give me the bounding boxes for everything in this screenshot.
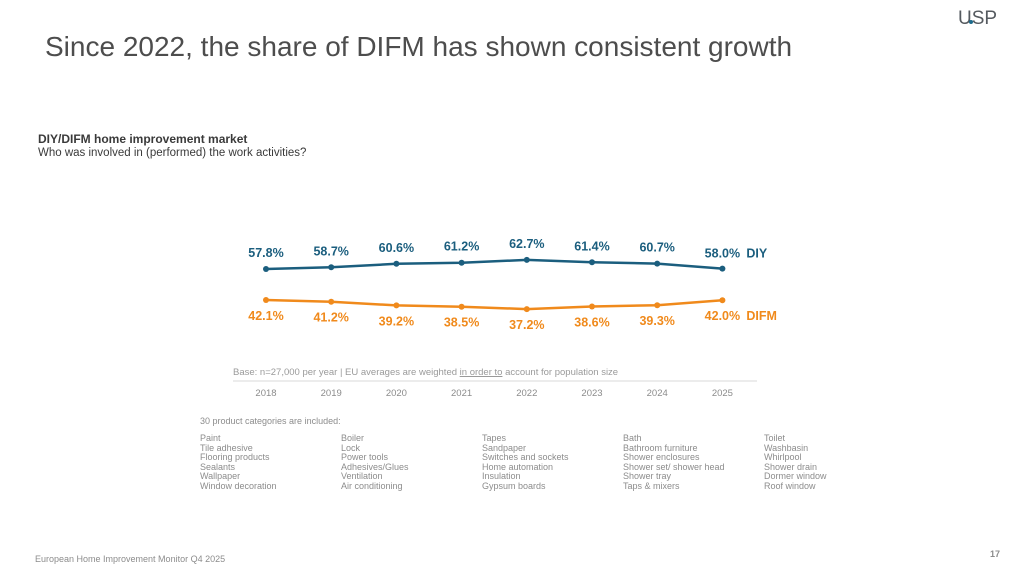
data-point xyxy=(393,260,400,267)
data-point xyxy=(263,266,269,272)
x-tick-label: 2025 xyxy=(712,388,733,399)
legend-label-diy: DIY xyxy=(746,247,768,261)
category-item: Taps & mixers xyxy=(623,480,680,491)
chart-subtitle: Who was involved in (performed) the work… xyxy=(38,147,307,159)
category-item: Washbasin xyxy=(764,442,809,453)
data-label: 57.8% xyxy=(248,246,283,260)
category-item: Flooring products xyxy=(200,452,270,463)
category-item: Air conditioning xyxy=(341,480,403,491)
series-difm: 42.1% 41.2% 39.2% 38.5% 37.2% 38.6% 39.3% 42.0%… xyxy=(248,297,777,332)
logo-dot-icon xyxy=(969,20,973,24)
chart-title: DIY/DIFM home improvement market xyxy=(38,132,248,146)
category-item: Wallpaper xyxy=(200,471,241,482)
data-point xyxy=(458,303,465,310)
category-column: Toilet Washbasin Whirlpool Shower drain Dorm… xyxy=(764,433,827,492)
data-point xyxy=(328,264,335,271)
data-label: 38.5% xyxy=(444,316,479,330)
logo-text: USP xyxy=(958,8,998,29)
category-item: Toilet xyxy=(764,433,786,443)
data-point xyxy=(328,298,335,305)
line-chart: 57.8% 58.7% 60.6% 61.2% 62.7% 61.4% 60.7% 58.0%… xyxy=(233,237,777,399)
base-note: Base: n=27,000 per year | EU averages ar… xyxy=(233,367,618,378)
category-column: Boiler Lock Power tools Adhesives/Glues Vent… xyxy=(341,433,409,492)
data-label: 62.7% xyxy=(509,237,544,251)
data-label: 38.6% xyxy=(574,316,609,330)
data-label: 39.2% xyxy=(379,314,414,328)
data-label: 58.0% xyxy=(705,247,740,261)
data-label: 60.6% xyxy=(379,241,414,255)
category-item: Tapes xyxy=(482,433,507,443)
category-item: Shower enclosures xyxy=(623,452,700,463)
data-point xyxy=(523,256,530,263)
x-tick-label: 2022 xyxy=(516,388,537,399)
data-point xyxy=(263,297,269,303)
x-tick-label: 2018 xyxy=(255,388,276,399)
category-item: Gypsum boards xyxy=(482,480,546,491)
footer-source: European Home Improvement Monitor Q4 202… xyxy=(35,554,226,564)
category-item: Shower drain xyxy=(764,461,818,472)
data-point xyxy=(589,259,595,266)
data-point xyxy=(458,259,465,266)
category-item: Ventilation xyxy=(341,471,383,482)
category-item: Window decoration xyxy=(200,480,277,491)
slide-title: Since 2022, the share of DIFM has shown … xyxy=(45,31,793,62)
x-tick-label: 2024 xyxy=(647,388,668,399)
category-item: Bathroom furniture xyxy=(623,442,698,453)
category-item: Paint xyxy=(200,433,221,443)
data-label: 39.3% xyxy=(639,314,674,328)
series-layer: 57.8% 58.7% 60.6% 61.2% 62.7% 61.4% 60.7% 58.0%… xyxy=(248,237,777,332)
data-label: 42.1% xyxy=(248,309,283,323)
category-item: Adhesives/Glues xyxy=(341,461,409,472)
data-label: 58.7% xyxy=(313,244,348,258)
category-item: Bath xyxy=(623,433,642,443)
series-line-difm xyxy=(265,298,723,311)
page-number: 17 xyxy=(990,549,1001,559)
data-label: 42.0% xyxy=(705,309,740,323)
category-item: Whirlpool xyxy=(764,452,802,463)
data-point xyxy=(654,260,661,267)
series-line-diy xyxy=(265,258,723,271)
category-item: Roof window xyxy=(764,480,816,491)
x-tick-label: 2021 xyxy=(451,388,472,399)
base-note-text-end: account for population size xyxy=(502,367,619,378)
data-label: 37.2% xyxy=(509,318,544,332)
x-tick-label: 2020 xyxy=(386,388,407,399)
x-tick-label: 2019 xyxy=(321,388,342,399)
data-label: 41.2% xyxy=(313,311,348,325)
x-tick-label: 2023 xyxy=(581,388,602,399)
data-point xyxy=(719,297,726,304)
data-point xyxy=(654,302,661,309)
category-column: Bath Bathroom furniture Shower enclosures S… xyxy=(623,433,725,492)
category-item: Sandpaper xyxy=(482,442,527,453)
category-item: Lock xyxy=(341,442,361,453)
base-note-text: Base: n=27,000 per year | EU averages ar… xyxy=(233,367,460,378)
series-diy: 57.8% 58.7% 60.6% 61.2% 62.7% 61.4% 60.7% 58.0%… xyxy=(248,237,768,272)
category-item: Boiler xyxy=(341,433,365,443)
data-point xyxy=(589,303,595,310)
category-item: Dormer window xyxy=(764,471,827,482)
data-point xyxy=(719,265,726,272)
usp-logo: USP xyxy=(958,8,997,30)
categories-label: 30 product categories are included: xyxy=(200,416,341,426)
category-column: Paint Tile adhesive Flooring products Seala… xyxy=(200,433,277,492)
legend-label-difm: DIFM xyxy=(746,309,777,323)
data-label: 61.4% xyxy=(574,239,609,253)
base-note-underlined: in order to xyxy=(459,367,503,378)
category-item: Insulation xyxy=(482,471,521,482)
x-tick-labels: 2018 2019 2020 2021 2022 2023 2024 2025 xyxy=(255,388,733,399)
category-item: Power tools xyxy=(341,452,389,463)
category-item: Home automation xyxy=(482,461,554,472)
category-item: Shower set/ shower head xyxy=(623,461,725,472)
category-column: Tapes Sandpaper Switches and sockets Home a… xyxy=(482,433,569,492)
data-point xyxy=(523,306,530,313)
category-item: Switches and sockets xyxy=(482,452,569,463)
data-label: 60.7% xyxy=(639,241,674,255)
data-point xyxy=(393,302,400,309)
category-item: Shower tray xyxy=(623,471,672,482)
category-item: Sealants xyxy=(200,461,236,472)
category-item: Tile adhesive xyxy=(200,442,253,453)
data-label: 61.2% xyxy=(444,240,479,254)
